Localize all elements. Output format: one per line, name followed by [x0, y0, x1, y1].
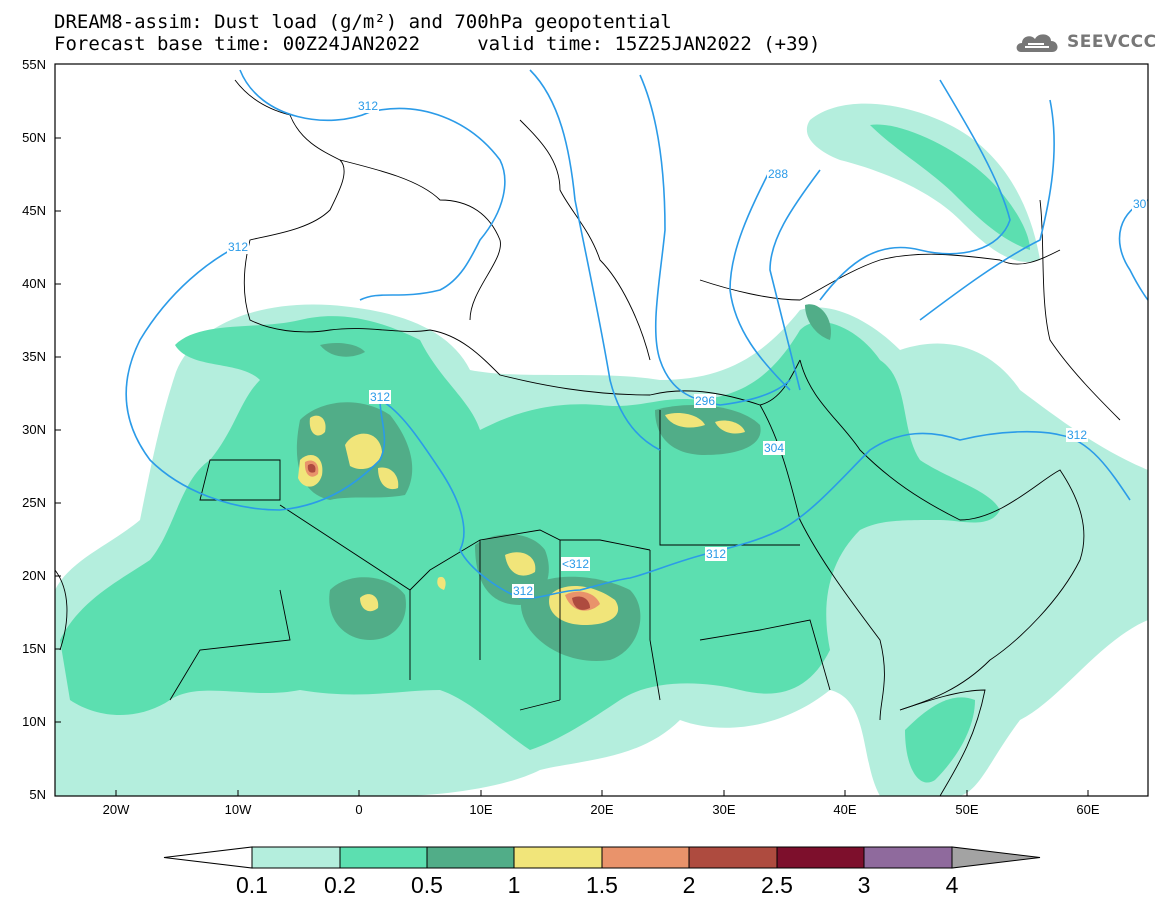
- contour-label: 30: [1132, 197, 1148, 211]
- lon-label: 50E: [955, 802, 979, 817]
- lat-label: 45N: [22, 203, 46, 218]
- colorbar-label: 2.5: [761, 872, 793, 898]
- contour-label: 312: [227, 240, 250, 254]
- colorbar-label: 0.2: [324, 872, 356, 898]
- lat-label: 15N: [22, 641, 46, 656]
- contour-label: 312: [357, 99, 380, 113]
- lon-label: 10E: [469, 802, 493, 817]
- lat-label: 55N: [22, 57, 46, 72]
- contour-label: 296: [694, 394, 717, 408]
- colorbar-label: 3: [857, 872, 871, 898]
- colorbar-label: 1: [507, 872, 521, 898]
- lat-label: 25N: [22, 495, 46, 510]
- colorbar-label: 0.5: [411, 872, 443, 898]
- lon-label: 40E: [833, 802, 857, 817]
- contour-label: <312: [561, 557, 591, 571]
- contour-label: 288: [767, 167, 790, 181]
- colorbar-label: 2: [682, 872, 696, 898]
- lon-label: 20E: [590, 802, 614, 817]
- chart-title-line1: DREAM8-assim: Dust load (g/m²) and 700hP…: [54, 11, 672, 33]
- lat-label: 10N: [22, 714, 46, 729]
- lat-label: 20N: [22, 568, 46, 583]
- lon-label: 0: [355, 802, 363, 817]
- axis-ticks: [55, 63, 1089, 797]
- lat-label: 30N: [22, 422, 46, 437]
- cloud-icon: [1016, 34, 1058, 52]
- contour-label: 312: [369, 390, 392, 404]
- lat-label: 40N: [22, 276, 46, 291]
- dust-fields: [55, 103, 1148, 796]
- seevccc-logo: SEEVCCC: [1015, 28, 1157, 56]
- lon-label: 20W: [102, 802, 130, 817]
- dust-level-6: [307, 463, 590, 610]
- colorbar-label: 1.5: [586, 872, 618, 898]
- contour-label: 312: [512, 584, 535, 598]
- lat-label: 35N: [22, 349, 46, 364]
- contour-label: 304: [763, 441, 786, 455]
- contour-label: 312: [1066, 428, 1089, 442]
- lat-label: 5N: [29, 787, 46, 802]
- logo-text: SEEVCCC: [1067, 32, 1157, 52]
- lon-label: 10W: [224, 802, 252, 817]
- lon-label: 30E: [712, 802, 736, 817]
- contour-label: 312: [705, 547, 728, 561]
- lon-label: 60E: [1076, 802, 1100, 817]
- dust-level-2: [60, 124, 1030, 783]
- lat-label: 50N: [22, 130, 46, 145]
- chart-title-line2: Forecast base time: 00Z24JAN2022 valid t…: [54, 33, 821, 55]
- coastlines: [55, 79, 1121, 796]
- geopotential-contours: [125, 69, 1148, 600]
- colorbar-label: 4: [945, 872, 959, 898]
- colorbar-label: 0.1: [236, 872, 268, 898]
